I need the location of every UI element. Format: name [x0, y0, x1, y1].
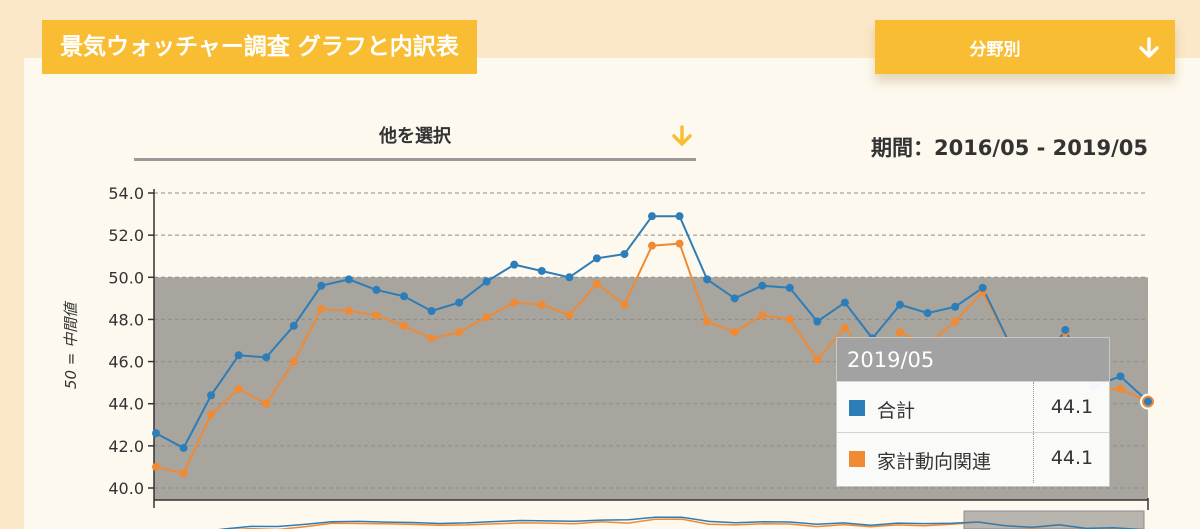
series-total-point[interactable]: [620, 250, 629, 259]
category-select[interactable]: 分野別: [875, 20, 1175, 74]
series-total-point[interactable]: [592, 254, 601, 263]
series-total-point[interactable]: [207, 391, 216, 400]
series-household-point[interactable]: [152, 462, 160, 471]
series-total-point[interactable]: [455, 298, 464, 307]
series-household-point[interactable]: [179, 469, 188, 478]
series-total-point[interactable]: [813, 317, 822, 326]
series-household-point[interactable]: [840, 323, 849, 332]
series-total-point[interactable]: [400, 292, 408, 301]
series-household-point[interactable]: [785, 315, 794, 324]
series-household-point[interactable]: [758, 311, 767, 320]
series-total-point[interactable]: [896, 300, 904, 309]
tooltip-series-name: 合計: [877, 400, 916, 422]
legend-swatch-total: [849, 400, 865, 416]
tooltip-series-name: 家計動向関連: [877, 451, 992, 473]
series-total-point[interactable]: [1116, 372, 1125, 381]
series-total-navigator-line: [217, 516, 1141, 529]
series-household-point[interactable]: [675, 239, 684, 248]
series-household-point[interactable]: [372, 311, 381, 320]
series-household-point[interactable]: [951, 317, 960, 326]
series-household-point[interactable]: [565, 311, 574, 320]
series-household-point[interactable]: [482, 313, 491, 322]
category-select-label: 分野別: [969, 40, 1021, 60]
series-total-point[interactable]: [703, 275, 712, 284]
legend-swatch-household: [849, 451, 865, 467]
series-household-point[interactable]: [648, 241, 656, 250]
series-total-point[interactable]: [510, 260, 519, 269]
series-total-point[interactable]: [152, 429, 160, 438]
series-total-point[interactable]: [179, 443, 188, 452]
series-household-point[interactable]: [896, 328, 904, 337]
y-axis-label: 50 = 中間値: [62, 300, 80, 389]
y-tick-label: 48.0: [108, 310, 144, 329]
series-household-point[interactable]: [537, 300, 546, 309]
series-total-point[interactable]: [234, 351, 243, 360]
series-total-point[interactable]: [785, 283, 794, 292]
series-household-point[interactable]: [344, 307, 353, 315]
series-household-point[interactable]: [207, 410, 216, 419]
y-tick-label: 44.0: [108, 395, 144, 414]
series-household-point[interactable]: [813, 355, 822, 364]
y-tick-label: 50.0: [108, 268, 144, 287]
arrow-down-icon: [672, 125, 692, 146]
y-tick-label: 40.0: [108, 479, 144, 498]
period-label: 期間：2016/05 - 2019/05: [870, 136, 1148, 160]
series-household-point[interactable]: [427, 334, 436, 343]
series-household-point[interactable]: [455, 328, 464, 337]
tooltip-row: 合計 44.1: [837, 381, 1109, 432]
series-total-point[interactable]: [372, 285, 381, 294]
y-tick-label: 46.0: [108, 353, 144, 372]
series-total-point[interactable]: [951, 302, 960, 311]
other-select-label: 他を選択: [379, 126, 451, 147]
navigator-window[interactable]: [963, 510, 1145, 529]
series-total-point[interactable]: [344, 275, 353, 284]
series-total-point[interactable]: [730, 294, 739, 303]
series-household-point[interactable]: [703, 317, 712, 326]
series-household-point[interactable]: [289, 357, 298, 366]
series-household-point[interactable]: [1116, 384, 1125, 393]
series-total-point[interactable]: [262, 353, 271, 362]
series-total-point[interactable]: [675, 212, 684, 221]
series-total-point[interactable]: [289, 321, 298, 330]
series-household-point[interactable]: [592, 279, 601, 288]
series-total-point[interactable]: [923, 309, 932, 318]
series-household-point[interactable]: [400, 321, 408, 330]
series-household-point[interactable]: [620, 300, 629, 309]
series-household-point[interactable]: [234, 384, 243, 393]
series-total-point[interactable]: [758, 281, 767, 290]
y-tick-label: 54.0: [108, 184, 144, 203]
tooltip-series-value: 44.1: [1033, 433, 1110, 483]
series-total-point[interactable]: [978, 283, 987, 292]
y-tick-label: 52.0: [108, 226, 144, 245]
chart-tooltip: 2019/05 合計 44.1 家計動向関連 44.1: [836, 337, 1110, 487]
series-total-point[interactable]: [427, 307, 436, 315]
series-total-point[interactable]: [1144, 397, 1152, 406]
tooltip-row: 家計動向関連 44.1: [837, 432, 1109, 483]
series-total-point[interactable]: [648, 212, 656, 221]
other-select-dropdown[interactable]: 他を選択: [134, 112, 696, 161]
y-tick-label: 42.0: [108, 437, 144, 456]
arrow-down-icon: [1139, 37, 1159, 58]
tooltip-series-value: 44.1: [1033, 382, 1110, 432]
series-total-point[interactable]: [482, 277, 491, 286]
series-total-point[interactable]: [317, 281, 326, 290]
series-total-point[interactable]: [565, 273, 574, 282]
series-total-point[interactable]: [1061, 325, 1070, 334]
series-total-point[interactable]: [840, 298, 849, 307]
series-household-point[interactable]: [730, 328, 739, 337]
series-total-point[interactable]: [537, 266, 546, 275]
tooltip-date: 2019/05: [837, 338, 1109, 381]
series-household-point[interactable]: [510, 298, 519, 307]
page-title: 景気ウォッチャー調査 グラフと内訳表: [42, 20, 477, 74]
series-household-point[interactable]: [317, 304, 326, 313]
series-household-point[interactable]: [262, 399, 271, 408]
